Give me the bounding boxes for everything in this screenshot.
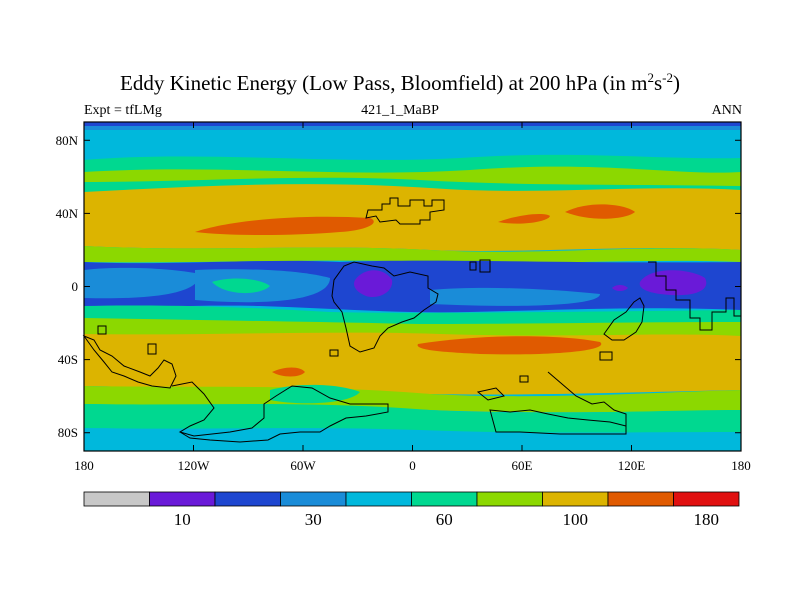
colorbar-swatch xyxy=(149,491,216,507)
coastline-island-3 xyxy=(599,351,613,361)
south-lime-band xyxy=(84,386,741,413)
y-tick-label: 80N xyxy=(56,133,79,148)
period-label: ANN xyxy=(711,103,742,118)
south-max-patch-2 xyxy=(272,367,305,377)
north-lime-band xyxy=(84,166,741,186)
coastline-island-8 xyxy=(476,387,505,401)
colorbar-swatch xyxy=(345,491,412,507)
minimum-patch-2 xyxy=(612,285,628,291)
colorbar-swatch xyxy=(673,491,740,507)
contour-field xyxy=(84,122,741,451)
coastline-island-7 xyxy=(519,375,529,383)
colorbar-swatch xyxy=(411,491,478,507)
x-axis: 180 120W 60W 0 60E 120E 180 xyxy=(74,122,751,473)
coastline-continent-a xyxy=(331,261,439,353)
south-green-patch xyxy=(270,384,360,404)
coastline-north-1 xyxy=(365,197,445,225)
x-tick-label: 120W xyxy=(178,458,211,473)
north-max-patch-1 xyxy=(195,216,374,235)
title-mid: s xyxy=(653,71,663,95)
title-suffix: ) xyxy=(672,71,680,95)
coastline-island-4 xyxy=(147,343,157,355)
south-polar-band xyxy=(84,432,741,451)
x-tick-label: 60E xyxy=(512,458,533,473)
x-tick-label: 0 xyxy=(409,458,416,473)
y-tick-label: 40S xyxy=(58,352,78,367)
coastline-outlines xyxy=(82,197,741,443)
south-max-patch-1 xyxy=(417,336,602,355)
colorbar: 10 30 60 100 180 xyxy=(83,491,740,529)
colorbar-swatch xyxy=(607,491,674,507)
colorbar-swatch xyxy=(542,491,609,507)
colorbar-swatch xyxy=(214,491,281,507)
north-max-patch-2 xyxy=(498,214,550,224)
coastline-continent-c xyxy=(82,334,177,389)
coastline-island-1 xyxy=(469,261,477,271)
x-tick-label: 120E xyxy=(618,458,646,473)
x-tick-label: 60W xyxy=(290,458,316,473)
north-max-patch-3 xyxy=(565,204,635,219)
x-tick-label: 180 xyxy=(731,458,751,473)
y-tick-label: 40N xyxy=(56,206,79,221)
south-jet-band xyxy=(84,332,741,395)
colorbar-swatch xyxy=(83,491,150,507)
map-title: Eddy Kinetic Energy (Low Pass, Bloomfiel… xyxy=(0,70,800,96)
experiment-label: Expt = tfLMg xyxy=(84,103,162,118)
tropical-patch-west xyxy=(84,267,200,299)
coastline-island-6 xyxy=(329,349,339,357)
minimum-patch-1 xyxy=(354,270,393,298)
coastline-island-2 xyxy=(479,259,491,273)
colorbar-label: 60 xyxy=(436,510,453,529)
title-sup2: -2 xyxy=(662,70,673,85)
x-tick-label: 180 xyxy=(74,458,94,473)
colorbar-label: 100 xyxy=(563,510,589,529)
tropical-patch-east xyxy=(430,287,600,306)
coastline-continent-d xyxy=(171,381,389,443)
coastline-coast-f xyxy=(547,371,627,428)
south-green-band xyxy=(84,404,741,433)
north-jet-band xyxy=(84,184,741,251)
colorbar-label: 180 xyxy=(694,510,720,529)
colorbar-label: 30 xyxy=(305,510,322,529)
title-sup1: 2 xyxy=(647,70,654,85)
coastline-island-5 xyxy=(97,325,107,335)
y-tick-label: 0 xyxy=(72,279,79,294)
colorbar-swatch xyxy=(476,491,543,507)
y-tick-label: 80S xyxy=(58,425,78,440)
coastline-continent-e xyxy=(489,409,627,435)
title-prefix: Eddy Kinetic Energy (Low Pass, Bloomfiel… xyxy=(120,71,648,95)
run-label: 421_1_MaBP xyxy=(361,103,439,118)
colorbar-swatch xyxy=(280,491,347,507)
y-axis: 80N 40N 0 40S 80S xyxy=(56,133,741,440)
coastline-continent-b xyxy=(648,261,741,331)
tropical-green-spot xyxy=(212,278,270,294)
colorbar-label: 10 xyxy=(174,510,191,529)
subtropic-lime-north xyxy=(84,246,741,264)
coastline-peninsula xyxy=(603,297,645,341)
